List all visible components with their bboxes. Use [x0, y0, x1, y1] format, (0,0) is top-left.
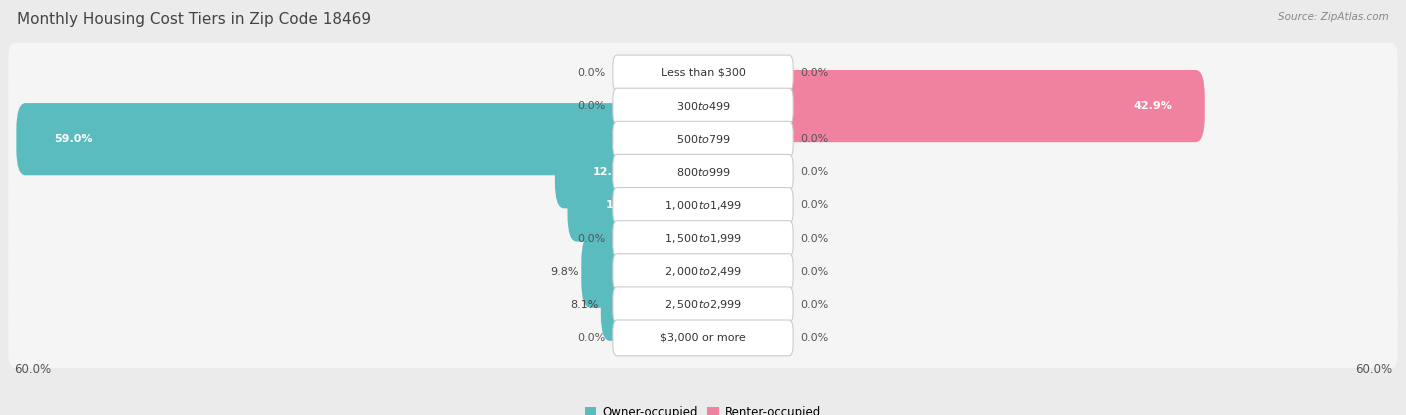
FancyBboxPatch shape — [613, 221, 793, 256]
FancyBboxPatch shape — [613, 188, 793, 223]
FancyBboxPatch shape — [613, 287, 793, 322]
Text: 59.0%: 59.0% — [55, 134, 93, 144]
FancyBboxPatch shape — [8, 109, 1398, 169]
FancyBboxPatch shape — [613, 88, 793, 124]
FancyBboxPatch shape — [613, 320, 793, 356]
FancyBboxPatch shape — [613, 55, 793, 91]
FancyBboxPatch shape — [17, 103, 713, 175]
Text: $500 to $799: $500 to $799 — [675, 133, 731, 145]
Text: Less than $300: Less than $300 — [661, 68, 745, 78]
Text: 0.0%: 0.0% — [576, 333, 606, 343]
Text: 8.1%: 8.1% — [571, 300, 599, 310]
Text: 0.0%: 0.0% — [576, 101, 606, 111]
Text: 0.0%: 0.0% — [800, 333, 830, 343]
Text: 0.0%: 0.0% — [800, 234, 830, 244]
FancyBboxPatch shape — [8, 142, 1398, 203]
Text: 0.0%: 0.0% — [800, 68, 830, 78]
Text: 9.8%: 9.8% — [551, 267, 579, 277]
Text: 42.9%: 42.9% — [1133, 101, 1173, 111]
Text: 60.0%: 60.0% — [1355, 363, 1392, 376]
FancyBboxPatch shape — [8, 76, 1398, 136]
FancyBboxPatch shape — [8, 208, 1398, 269]
Text: $2,000 to $2,499: $2,000 to $2,499 — [664, 265, 742, 278]
FancyBboxPatch shape — [8, 175, 1398, 236]
FancyBboxPatch shape — [581, 236, 713, 308]
FancyBboxPatch shape — [693, 70, 1205, 142]
Text: 60.0%: 60.0% — [14, 363, 51, 376]
FancyBboxPatch shape — [8, 275, 1398, 335]
FancyBboxPatch shape — [8, 43, 1398, 103]
FancyBboxPatch shape — [8, 308, 1398, 368]
Text: 0.0%: 0.0% — [576, 68, 606, 78]
Text: $2,500 to $2,999: $2,500 to $2,999 — [664, 298, 742, 311]
Text: $800 to $999: $800 to $999 — [675, 166, 731, 178]
Text: 0.0%: 0.0% — [800, 300, 830, 310]
Text: $3,000 or more: $3,000 or more — [661, 333, 745, 343]
Text: 12.1%: 12.1% — [593, 167, 631, 177]
Text: 11.0%: 11.0% — [606, 200, 644, 210]
FancyBboxPatch shape — [8, 242, 1398, 302]
Text: 0.0%: 0.0% — [576, 234, 606, 244]
Text: $1,000 to $1,499: $1,000 to $1,499 — [664, 199, 742, 212]
Text: 0.0%: 0.0% — [800, 134, 830, 144]
Text: 0.0%: 0.0% — [800, 200, 830, 210]
Text: $1,500 to $1,999: $1,500 to $1,999 — [664, 232, 742, 245]
FancyBboxPatch shape — [600, 269, 713, 341]
Text: Monthly Housing Cost Tiers in Zip Code 18469: Monthly Housing Cost Tiers in Zip Code 1… — [17, 12, 371, 27]
Text: 0.0%: 0.0% — [800, 267, 830, 277]
FancyBboxPatch shape — [613, 121, 793, 157]
Text: Source: ZipAtlas.com: Source: ZipAtlas.com — [1278, 12, 1389, 22]
Legend: Owner-occupied, Renter-occupied: Owner-occupied, Renter-occupied — [579, 401, 827, 415]
FancyBboxPatch shape — [613, 154, 793, 190]
Text: $300 to $499: $300 to $499 — [675, 100, 731, 112]
FancyBboxPatch shape — [568, 169, 713, 242]
FancyBboxPatch shape — [613, 254, 793, 290]
FancyBboxPatch shape — [555, 136, 713, 208]
Text: 0.0%: 0.0% — [800, 167, 830, 177]
